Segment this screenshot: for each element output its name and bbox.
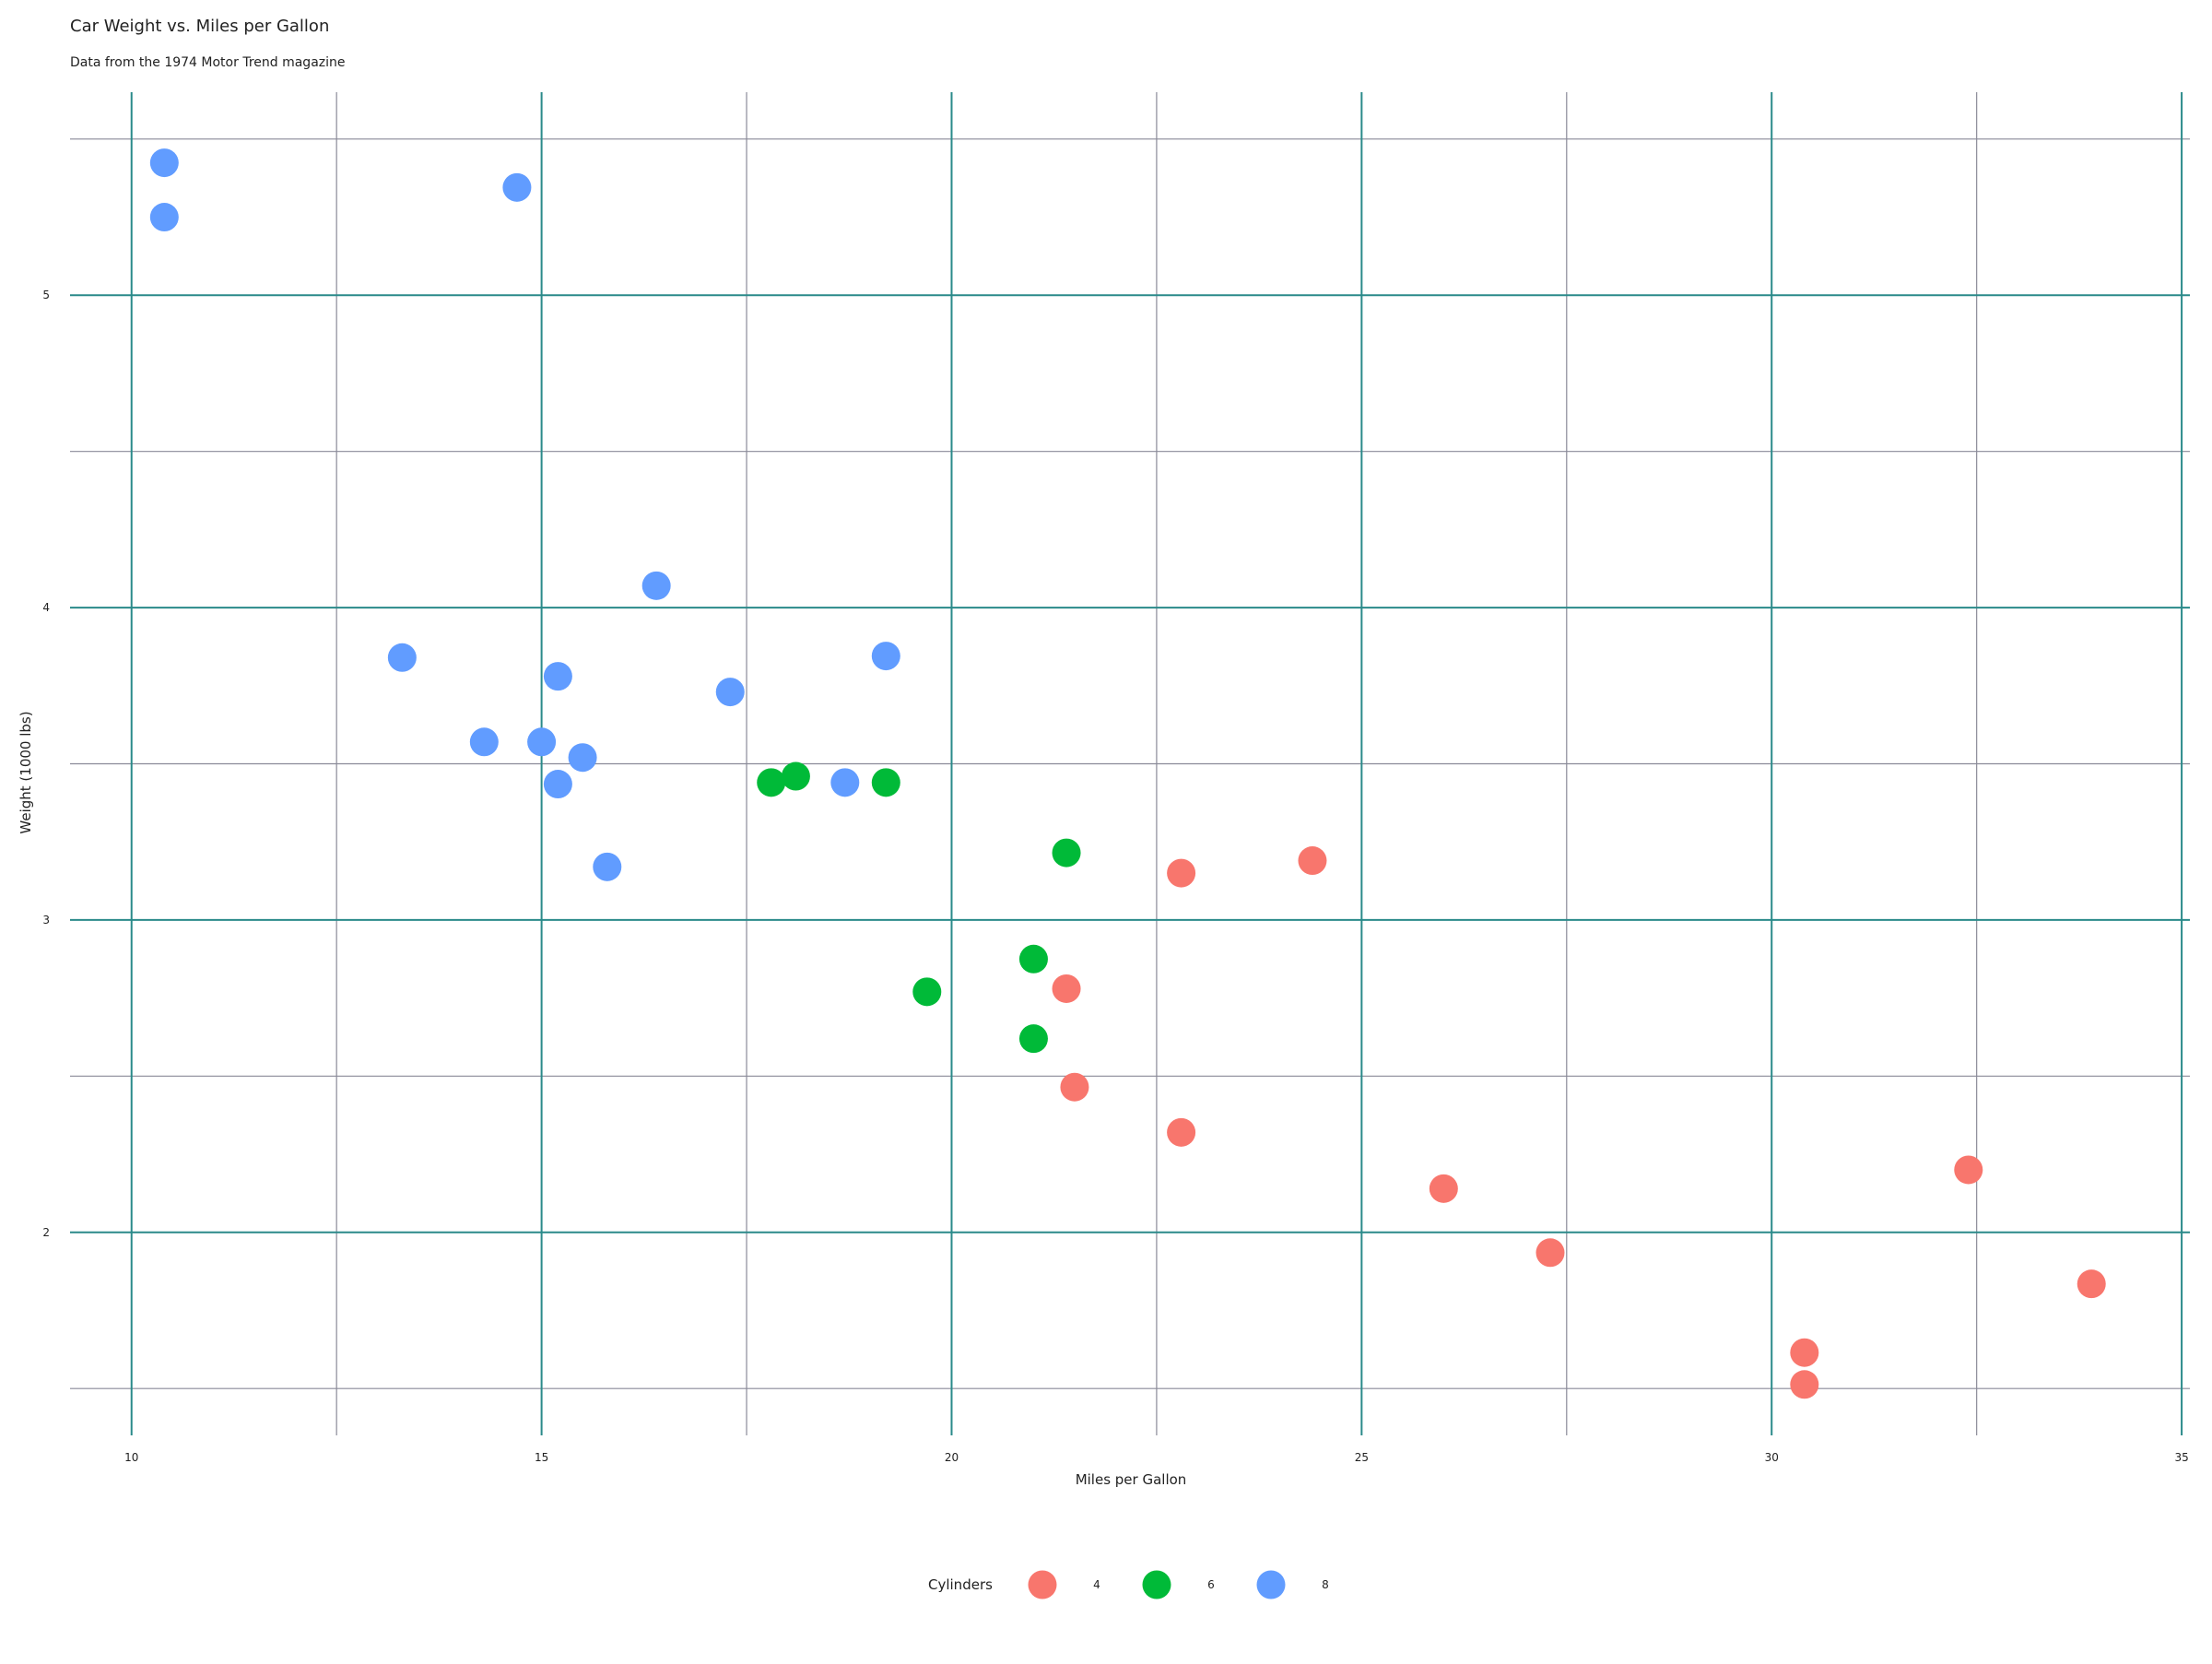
y-tick-label: 2 bbox=[42, 1226, 50, 1239]
y-tick-label: 3 bbox=[42, 914, 50, 926]
data-point-cyl-8 bbox=[387, 643, 417, 672]
legend-swatch-8 bbox=[1256, 1570, 1286, 1599]
grid bbox=[70, 92, 2190, 1435]
data-point-cyl-8 bbox=[871, 642, 900, 671]
data-point-cyl-4 bbox=[1954, 1155, 1983, 1185]
legend-title: Cylinders bbox=[928, 1576, 993, 1593]
legend: Cylinders 4 6 8 bbox=[928, 1570, 1329, 1599]
legend-label-8: 8 bbox=[1322, 1578, 1329, 1591]
data-point-cyl-6 bbox=[912, 977, 942, 1007]
data-point-cyl-8 bbox=[527, 727, 557, 757]
data-point-cyl-4 bbox=[1535, 1238, 1565, 1268]
data-point-cyl-4 bbox=[1790, 1370, 1819, 1399]
data-point-cyl-8 bbox=[715, 678, 745, 707]
x-tick-label: 25 bbox=[1355, 1451, 1369, 1464]
data-point-cyl-6 bbox=[781, 761, 810, 791]
x-tick-label: 15 bbox=[535, 1451, 548, 1464]
axis-ticks: 10 15 20 25 30 35 2 3 4 5 bbox=[42, 289, 2188, 1464]
x-tick-label: 30 bbox=[1765, 1451, 1779, 1464]
data-point-cyl-4 bbox=[2077, 1269, 2106, 1299]
data-point-cyl-6 bbox=[1018, 944, 1048, 974]
data-point-cyl-8 bbox=[568, 743, 597, 773]
legend-swatch-4 bbox=[1028, 1570, 1057, 1599]
data-point-cyl-8 bbox=[149, 148, 179, 178]
x-tick-label: 10 bbox=[124, 1451, 138, 1464]
chart-title: Car Weight vs. Miles per Gallon bbox=[70, 17, 329, 36]
data-point-cyl-8 bbox=[469, 727, 499, 757]
y-axis-title: Weight (1000 lbs) bbox=[18, 711, 34, 833]
data-point-cyl-4 bbox=[1298, 846, 1327, 876]
data-point-cyl-8 bbox=[149, 203, 179, 232]
data-point-cyl-8 bbox=[543, 770, 572, 799]
legend-entries: 4 6 8 bbox=[1028, 1570, 1329, 1599]
data-point-cyl-6 bbox=[1018, 1024, 1048, 1054]
data-point-cyl-4 bbox=[1790, 1338, 1819, 1367]
data-point-cyl-4 bbox=[1167, 858, 1196, 888]
y-tick-label: 4 bbox=[42, 601, 50, 614]
data-point-cyl-6 bbox=[871, 768, 900, 797]
data-point-cyl-8 bbox=[593, 852, 622, 881]
x-tick-label: 20 bbox=[945, 1451, 959, 1464]
data-point-cyl-6 bbox=[1052, 838, 1081, 867]
data-point-cyl-8 bbox=[543, 662, 572, 691]
legend-swatch-6 bbox=[1142, 1570, 1171, 1599]
data-point-cyl-6 bbox=[757, 768, 786, 797]
data-point-cyl-4 bbox=[1052, 974, 1081, 1003]
legend-label-4: 4 bbox=[1093, 1578, 1100, 1591]
x-tick-label: 35 bbox=[2174, 1451, 2188, 1464]
data-point-cyl-8 bbox=[502, 172, 532, 202]
data-point-cyl-4 bbox=[1167, 1117, 1196, 1147]
x-axis-title: Miles per Gallon bbox=[1076, 1471, 1187, 1488]
y-tick-label: 5 bbox=[42, 289, 50, 301]
data-point-cyl-4 bbox=[1060, 1072, 1089, 1102]
data-point-cyl-8 bbox=[641, 571, 671, 600]
legend-label-6: 6 bbox=[1207, 1578, 1215, 1591]
chart-subtitle: Data from the 1974 Motor Trend magazine bbox=[70, 55, 346, 70]
data-point-cyl-4 bbox=[1429, 1174, 1458, 1203]
data-points bbox=[149, 148, 2106, 1399]
data-point-cyl-8 bbox=[830, 768, 860, 797]
